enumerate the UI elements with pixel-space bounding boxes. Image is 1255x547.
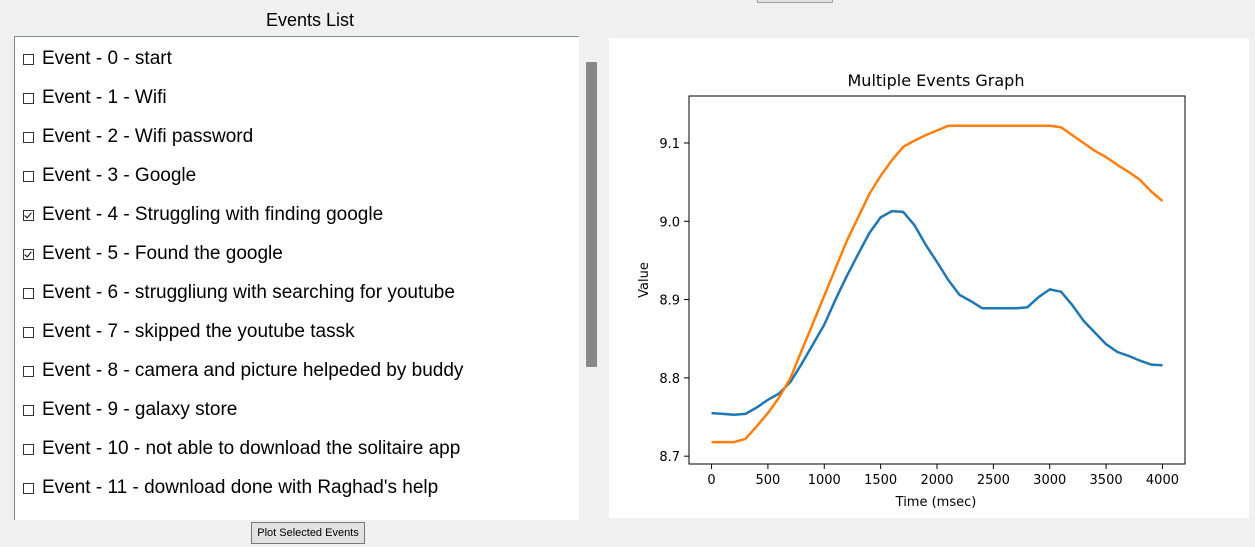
x-axis: 0 500 1000 1500 2000 2500 3000 3500 4000 [707,464,1179,488]
event-checkbox[interactable] [23,53,34,65]
plot-area-frame [688,95,1186,465]
events-list: Event - 0 - start Event - 1 - Wifi Event -… [14,36,579,520]
event-list-item[interactable]: Event - 9 - galaxy store [23,397,237,423]
event-checkbox[interactable] [23,287,34,299]
event-label: Event - 4 - Struggling with finding goog… [42,204,384,225]
event-checkbox[interactable] [23,365,34,377]
event-list-item[interactable]: Event - 0 - start [23,46,172,72]
y-axis-label: Value [637,262,652,298]
event-list-item[interactable]: Event - 3 - Google [23,163,196,189]
event-checkbox[interactable] [23,443,34,455]
event-checkbox[interactable] [23,248,34,260]
events-list-scrollbar[interactable] [586,62,597,367]
event-label: Event - 10 - not able to download the so… [42,438,461,459]
x-tick-label: 1000 [808,473,841,488]
event-checkbox[interactable] [23,326,34,338]
series-lines [711,124,1164,444]
y-tick-label: 8.8 [659,372,680,387]
event-checkbox[interactable] [23,170,34,182]
event-label: Event - 6 - struggliung with searching f… [42,282,455,303]
event-label: Event - 1 - Wifi [42,87,167,108]
event-list-item[interactable]: Event - 10 - not able to download the so… [23,436,460,462]
x-tick-label: 3500 [1090,473,1123,488]
x-tick-label: 2000 [920,473,953,488]
chart-title: Multiple Events Graph [848,71,1025,90]
y-axis: 8.7 8.8 8.9 9.0 9.1 [659,137,689,465]
event-checkbox[interactable] [23,404,34,416]
event-list-item[interactable]: Event - 7 - skipped the youtube tassk [23,319,355,345]
event-checkbox[interactable] [23,92,34,104]
event-checkbox[interactable] [23,209,34,221]
x-tick-label: 4000 [1146,473,1179,488]
y-tick-label: 9.0 [659,215,680,230]
x-tick-label: 1500 [864,473,897,488]
x-tick-label: 2500 [977,473,1010,488]
event-list-item[interactable]: Event - 11 - download done with Raghad's… [23,475,438,501]
x-tick-label: 500 [755,473,780,488]
y-tick-label: 8.7 [659,450,680,465]
series-line-1 [711,124,1164,444]
event-list-item[interactable]: Event - 2 - Wifi password [23,124,253,150]
event-label: Event - 9 - galaxy store [42,399,238,420]
event-checkbox[interactable] [23,482,34,494]
y-tick-label: 8.9 [659,294,680,309]
y-tick-label: 9.1 [659,137,680,152]
x-axis-label: Time (msec) [895,495,977,510]
event-list-item[interactable]: Event - 5 - Found the google [23,241,283,267]
x-tick-label: 0 [707,473,715,488]
event-list-item[interactable]: Event - 1 - Wifi [23,85,167,111]
plot-selected-events-button[interactable]: Plot Selected Events [251,522,365,544]
multiple-events-chart: Multiple Events Graph 0 500 1000 1500 2000 25… [637,71,1186,510]
graph-panel: Multiple Events Graph 0 500 1000 1500 2000 25… [609,38,1249,518]
series-line-0 [711,209,1163,416]
event-label: Event - 0 - start [42,48,172,69]
event-label: Event - 5 - Found the google [42,243,283,264]
event-label: Event - 7 - skipped the youtube tassk [42,321,355,342]
events-list-title: Events List [265,10,355,30]
event-label: Event - 8 - camera and picture helpeded … [42,360,464,381]
x-tick-label: 3000 [1033,473,1066,488]
top-tab-handle[interactable] [757,0,833,3]
event-label: Event - 11 - download done with Raghad's… [42,477,439,498]
event-label: Event - 2 - Wifi password [42,126,254,147]
event-list-item[interactable]: Event - 8 - camera and picture helpeded … [23,358,463,384]
event-list-item[interactable]: Event - 6 - struggliung with searching f… [23,280,455,306]
event-label: Event - 3 - Google [42,165,197,186]
event-list-item[interactable]: Event - 4 - Struggling with finding goog… [23,202,383,228]
event-checkbox[interactable] [23,131,34,143]
